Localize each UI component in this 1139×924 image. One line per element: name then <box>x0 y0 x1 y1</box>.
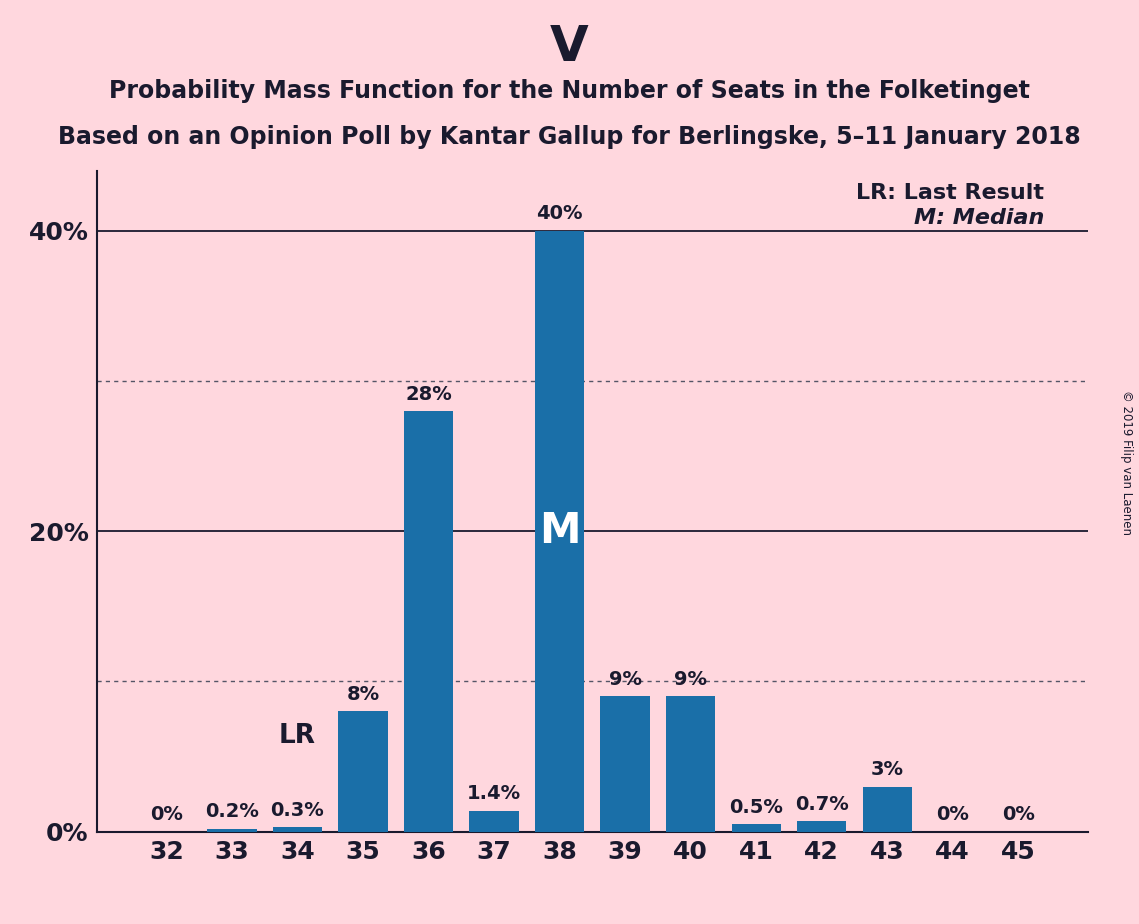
Text: 40%: 40% <box>536 204 583 224</box>
Bar <box>404 411 453 832</box>
Text: M: Median: M: Median <box>913 209 1044 228</box>
Text: Probability Mass Function for the Number of Seats in the Folketinget: Probability Mass Function for the Number… <box>109 79 1030 103</box>
Text: V: V <box>550 23 589 71</box>
Bar <box>600 697 649 832</box>
Text: LR: Last Result: LR: Last Result <box>857 183 1044 203</box>
Text: 0%: 0% <box>150 805 183 824</box>
Bar <box>535 231 584 832</box>
Text: 0.3%: 0.3% <box>271 800 325 820</box>
Text: 28%: 28% <box>405 384 452 404</box>
Text: Based on an Opinion Poll by Kantar Gallup for Berlingske, 5–11 January 2018: Based on an Opinion Poll by Kantar Gallu… <box>58 125 1081 149</box>
Text: 9%: 9% <box>608 670 641 689</box>
Text: 0.5%: 0.5% <box>729 797 782 817</box>
Text: M: M <box>539 510 580 553</box>
Bar <box>731 824 780 832</box>
Text: 3%: 3% <box>870 760 903 779</box>
Bar <box>338 711 387 832</box>
Bar <box>797 821 846 832</box>
Bar <box>273 827 322 832</box>
Bar <box>666 697 715 832</box>
Bar <box>207 829 256 832</box>
Bar <box>862 786 911 832</box>
Bar <box>469 810 518 832</box>
Text: 0%: 0% <box>936 805 969 824</box>
Text: LR: LR <box>279 723 316 749</box>
Text: 9%: 9% <box>674 670 707 689</box>
Text: 1.4%: 1.4% <box>467 784 521 803</box>
Text: © 2019 Filip van Laenen: © 2019 Filip van Laenen <box>1121 390 1133 534</box>
Text: 0%: 0% <box>1001 805 1034 824</box>
Text: 0.2%: 0.2% <box>205 802 259 821</box>
Text: 0.7%: 0.7% <box>795 795 849 814</box>
Text: 8%: 8% <box>346 685 379 704</box>
